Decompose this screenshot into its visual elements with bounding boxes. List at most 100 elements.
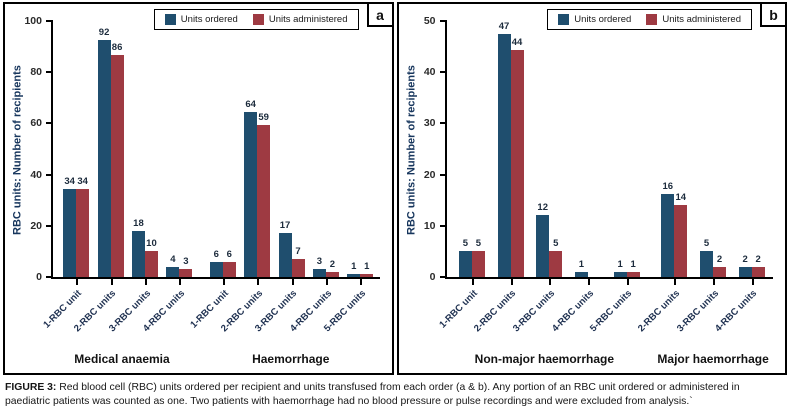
bar-pair: 16 14 bbox=[661, 181, 688, 277]
legend-label-units-administered: Units administered bbox=[662, 14, 741, 25]
ordered-bar: 47 bbox=[497, 21, 511, 277]
administered-bar: 1 bbox=[360, 261, 374, 277]
legend-item-units-ordered: Units ordered bbox=[164, 14, 238, 25]
bar-sections: 5 5 1-RBC unit 47 44 2-RBC units 12 5 3-RBC unit… bbox=[437, 21, 774, 334]
administered-bar: 10 bbox=[144, 238, 158, 277]
bar-pair: 1 bbox=[574, 259, 601, 277]
bar-group: 1 1 5-RBC units bbox=[588, 21, 646, 334]
ordered-bar-value: 47 bbox=[498, 21, 510, 33]
x-axis-tick bbox=[179, 279, 182, 285]
x-axis-tick bbox=[626, 279, 629, 285]
bar-group: 1 4-RBC units bbox=[549, 21, 608, 334]
y-axis-tick bbox=[439, 20, 447, 22]
administered-bar-value: 14 bbox=[675, 191, 687, 203]
administered-bar-value: 6 bbox=[226, 248, 232, 260]
bar-group: 34 34 1-RBC unit bbox=[41, 21, 93, 330]
ordered-bar: 1 bbox=[574, 259, 588, 277]
ordered-bar-value: 6 bbox=[213, 248, 219, 260]
section-label: Non-major haemorrhage bbox=[474, 352, 615, 366]
bar-group: 92 86 2-RBC units bbox=[72, 21, 127, 334]
y-axis-tick bbox=[439, 173, 447, 176]
y-axis-tick bbox=[46, 276, 53, 278]
ordered-bar-value: 1 bbox=[351, 261, 357, 273]
administered-bar-value: 59 bbox=[258, 111, 269, 123]
ordered-bar: 92 bbox=[97, 27, 111, 277]
bar-group: 16 14 2-RBC units bbox=[636, 21, 694, 334]
bar-group: 2 2 4-RBC units bbox=[713, 21, 771, 334]
y-axis-tick bbox=[439, 122, 447, 125]
bar-pair: 17 7 bbox=[278, 220, 305, 277]
ordered-bar: 1 bbox=[347, 261, 361, 277]
ordered-bar-value: 5 bbox=[703, 238, 710, 250]
y-axis-tick bbox=[46, 224, 53, 227]
units-ordered-swatch-icon bbox=[164, 14, 176, 25]
ordered-bar: 17 bbox=[278, 220, 292, 277]
ordered-bar-value: 3 bbox=[316, 256, 323, 268]
y-tick-label: 60 bbox=[30, 117, 42, 130]
ordered-bar-value: 92 bbox=[98, 26, 110, 38]
x-axis-tick bbox=[471, 279, 474, 285]
y-tick-label: 20 bbox=[30, 219, 42, 232]
plot-area: 0 20 40 60 80 100 34 34 1-RBC unit 92 86 2-RBC unit… bbox=[24, 15, 380, 334]
ordered-bar: 5 bbox=[699, 238, 713, 277]
chart-panel-b: RBC units: Number of recipients 0 10 20 30 4… bbox=[396, 2, 787, 375]
y-tick-label: 100 bbox=[24, 15, 42, 27]
administered-bar: 44 bbox=[510, 37, 524, 277]
y-axis-tick bbox=[46, 20, 53, 22]
administered-bar: 5 bbox=[471, 238, 485, 277]
figure-caption-prefix: FIGURE 3: bbox=[5, 382, 57, 393]
figure-caption: FIGURE 3: Red blood cell (RBC) units ord… bbox=[0, 375, 790, 410]
ordered-bar: 6 bbox=[209, 249, 223, 277]
ordered-bar: 16 bbox=[661, 181, 675, 277]
bar-group: 18 10 3-RBC units bbox=[107, 21, 162, 334]
administered-bar-value: 7 bbox=[295, 245, 301, 257]
ordered-bar-value: 12 bbox=[537, 202, 549, 214]
bar-group: 5 5 1-RBC unit bbox=[437, 21, 492, 330]
administered-bar: 34 bbox=[76, 176, 90, 277]
y-tick-label: 80 bbox=[30, 66, 42, 79]
administered-bar: 86 bbox=[110, 42, 124, 277]
y-tick-label: 10 bbox=[423, 219, 436, 232]
ordered-bar: 2 bbox=[738, 254, 752, 277]
administered-bar-value: 10 bbox=[146, 238, 157, 250]
y-axis-tick bbox=[439, 224, 447, 227]
bar-group: 64 59 2-RBC units bbox=[219, 21, 274, 334]
y-tick-label: 50 bbox=[423, 15, 436, 27]
bar-group: 12 5 3-RBC units bbox=[511, 21, 569, 334]
chart-panels-row: RBC units: Number of recipients 0 20 40 60 8… bbox=[3, 2, 787, 375]
y-axis-tick bbox=[439, 276, 447, 278]
section-label: Major haemorrhage bbox=[657, 352, 769, 366]
x-axis-tick bbox=[549, 279, 552, 285]
bar-group: 17 7 3-RBC units bbox=[253, 21, 308, 334]
bar-pair: 64 59 bbox=[244, 99, 271, 277]
x-axis-tick bbox=[510, 279, 513, 285]
y-tick-label: 40 bbox=[30, 168, 42, 181]
x-axis-tick bbox=[751, 279, 754, 285]
ordered-bar: 5 bbox=[458, 238, 472, 277]
ordered-bar-value: 34 bbox=[64, 176, 75, 188]
ordered-bar: 18 bbox=[131, 218, 145, 277]
bar-pair: 34 34 bbox=[63, 176, 90, 277]
x-axis-tick bbox=[712, 279, 715, 285]
category-section: 5 5 1-RBC unit 47 44 2-RBC units 12 5 3-RBC unit… bbox=[437, 21, 646, 334]
administered-bar-value: 5 bbox=[553, 238, 559, 250]
administered-bar: 2 bbox=[712, 254, 726, 277]
bar-pair: 18 10 bbox=[131, 218, 158, 277]
x-axis-tick bbox=[325, 279, 328, 285]
administered-bar-value: 1 bbox=[630, 258, 636, 270]
category-section: 16 14 2-RBC units 5 2 3-RBC units 2 2 4-RBC unit… bbox=[636, 21, 771, 334]
x-axis-tick bbox=[110, 279, 113, 285]
bar-pair: 12 5 bbox=[536, 202, 563, 277]
administered-bar-value: 5 bbox=[475, 238, 481, 250]
administered-bar: 2 bbox=[325, 259, 339, 277]
administered-bar: 59 bbox=[257, 112, 271, 277]
legend-item-units-ordered: Units ordered bbox=[558, 14, 631, 25]
administered-bar-value: 34 bbox=[77, 176, 88, 188]
administered-bar-value: 86 bbox=[111, 42, 123, 54]
